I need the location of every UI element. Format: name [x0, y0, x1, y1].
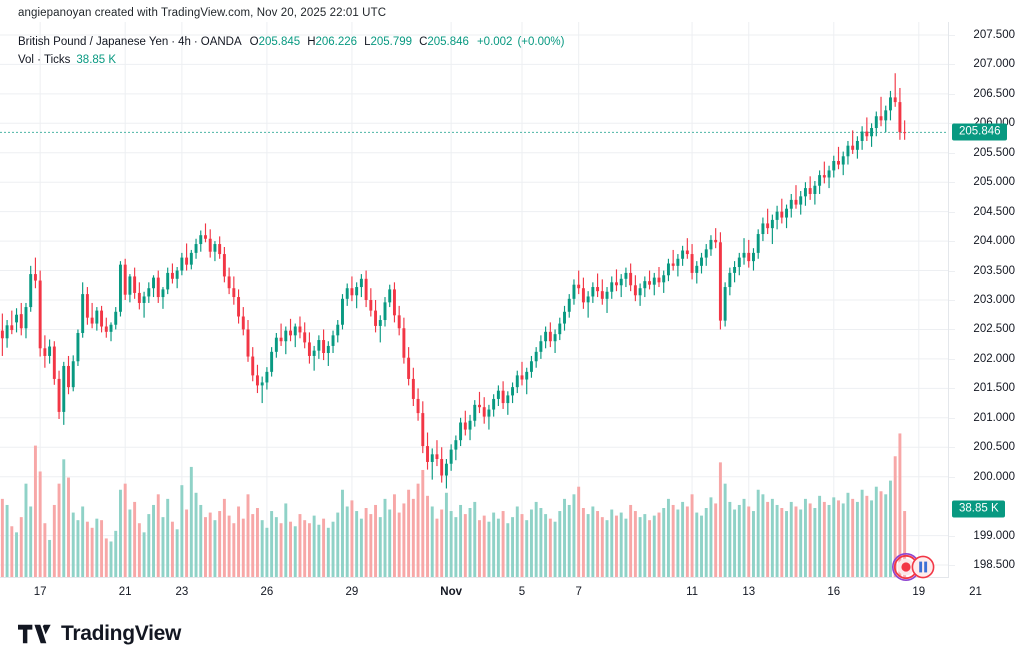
price-tick-mark	[949, 417, 955, 419]
time-tick-label: 17	[33, 586, 47, 598]
time-tick-label: 11	[686, 586, 699, 598]
price-tick-mark	[949, 535, 955, 537]
time-tick-label: 13	[742, 586, 756, 598]
pause-icon	[919, 561, 923, 573]
price-tick-mark	[949, 270, 955, 272]
price-tick-label: 204.000	[973, 235, 1015, 248]
price-tick-label: 205.500	[973, 146, 1015, 159]
price-tick-label: 200.000	[973, 470, 1015, 483]
price-tick-label: 199.000	[973, 529, 1015, 542]
price-tick-mark	[949, 93, 955, 95]
price-tick-mark	[949, 388, 955, 390]
price-tick-label: 207.500	[973, 28, 1015, 41]
price-tick-mark	[949, 447, 955, 449]
price-tick-label: 198.500	[973, 559, 1015, 572]
time-tick-label: 19	[912, 586, 926, 598]
chart-plot-area[interactable]	[0, 22, 949, 578]
price-tick-mark	[949, 241, 955, 243]
price-tick-label: 202.000	[973, 352, 1015, 365]
time-tick-label: 26	[260, 586, 274, 598]
time-tick-label: 23	[175, 586, 189, 598]
price-tick-label: 205.000	[973, 176, 1015, 189]
price-tick-label: 200.500	[973, 441, 1015, 454]
price-tick-mark	[949, 300, 955, 301]
price-scale[interactable]: 207.500207.000206.500206.000205.500205.0…	[949, 22, 1024, 578]
current-price-badge: 205.846	[952, 123, 1007, 141]
price-tick-mark	[949, 34, 955, 36]
time-tick-label: 29	[345, 586, 359, 598]
recording-indicator[interactable]	[890, 552, 938, 582]
record-dot-icon	[901, 562, 911, 572]
price-tick-mark	[949, 358, 955, 360]
price-tick-label: 201.000	[973, 411, 1015, 424]
chart-series-canvas	[0, 73, 948, 577]
price-tick-mark	[949, 182, 955, 184]
price-tick-mark	[949, 64, 955, 66]
attribution-text: angiepanoyan created with TradingView.co…	[18, 7, 387, 19]
time-tick-label: Nov	[440, 586, 462, 598]
tradingview-logo-icon	[18, 624, 51, 644]
time-tick-label: 7	[575, 586, 582, 598]
current-volume-badge: 38.85 K	[952, 500, 1005, 518]
price-tick-label: 201.500	[973, 382, 1015, 395]
price-tick-label: 202.500	[973, 323, 1015, 336]
time-tick-label: 21	[969, 586, 982, 598]
price-tick-mark	[949, 565, 955, 567]
price-tick-mark	[949, 152, 955, 154]
time-tick-label: 21	[118, 586, 132, 598]
price-tick-mark	[949, 476, 955, 478]
tradingview-wordmark: TradingView	[61, 622, 182, 645]
time-scale[interactable]: 17 21 23 26 29 Nov 5 7 11 13 16 19 21	[0, 578, 982, 608]
price-tick-label: 203.500	[973, 264, 1015, 277]
time-tick-label: 5	[518, 586, 526, 598]
time-tick-label: 16	[827, 586, 841, 598]
price-tick-mark	[949, 123, 955, 125]
price-tick-label: 206.500	[973, 87, 1015, 100]
price-tick-label: 203.000	[973, 294, 1015, 306]
footer-branding: TradingView	[18, 622, 181, 646]
price-tick-label: 204.500	[973, 205, 1015, 218]
price-tick-mark	[949, 211, 955, 213]
price-tick-mark	[949, 329, 955, 331]
price-tick-label: 207.000	[973, 58, 1015, 71]
